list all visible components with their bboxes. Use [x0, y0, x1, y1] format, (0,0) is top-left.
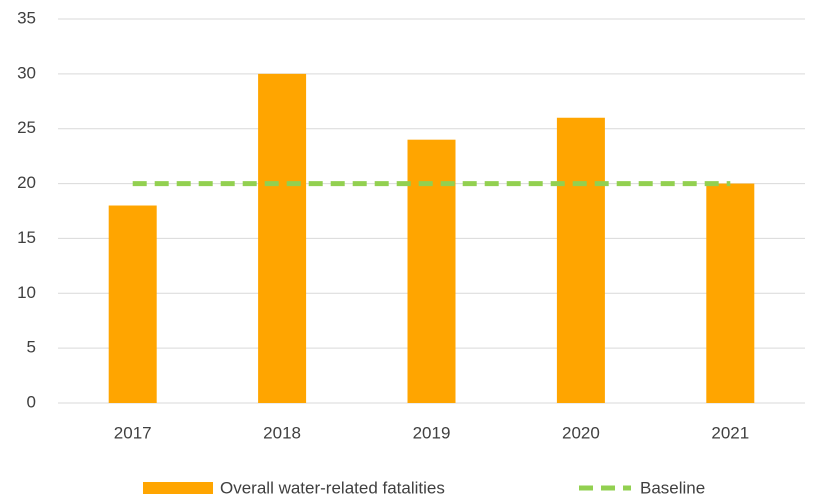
- x-tick-label: 2020: [562, 423, 600, 442]
- x-tick-label: 2021: [711, 423, 749, 442]
- y-tick-label: 15: [17, 228, 36, 247]
- legend-label: Baseline: [640, 478, 705, 497]
- bar: [258, 73, 307, 403]
- legend-swatch: [143, 482, 213, 494]
- x-tick-label: 2019: [413, 423, 451, 442]
- y-tick-label: 5: [27, 338, 36, 357]
- y-tick-label: 35: [17, 8, 36, 27]
- legend-label: Overall water-related fatalities: [220, 478, 445, 497]
- x-tick-label: 2018: [263, 423, 301, 442]
- bar: [108, 205, 157, 403]
- y-tick-label: 25: [17, 118, 36, 137]
- bar: [407, 139, 456, 403]
- y-tick-label: 30: [17, 63, 36, 82]
- y-tick-label: 10: [17, 283, 36, 302]
- bar: [556, 117, 605, 403]
- x-tick-label: 2017: [114, 423, 152, 442]
- y-tick-label: 20: [17, 173, 36, 192]
- y-tick-label: 0: [27, 392, 36, 411]
- bar: [706, 183, 755, 403]
